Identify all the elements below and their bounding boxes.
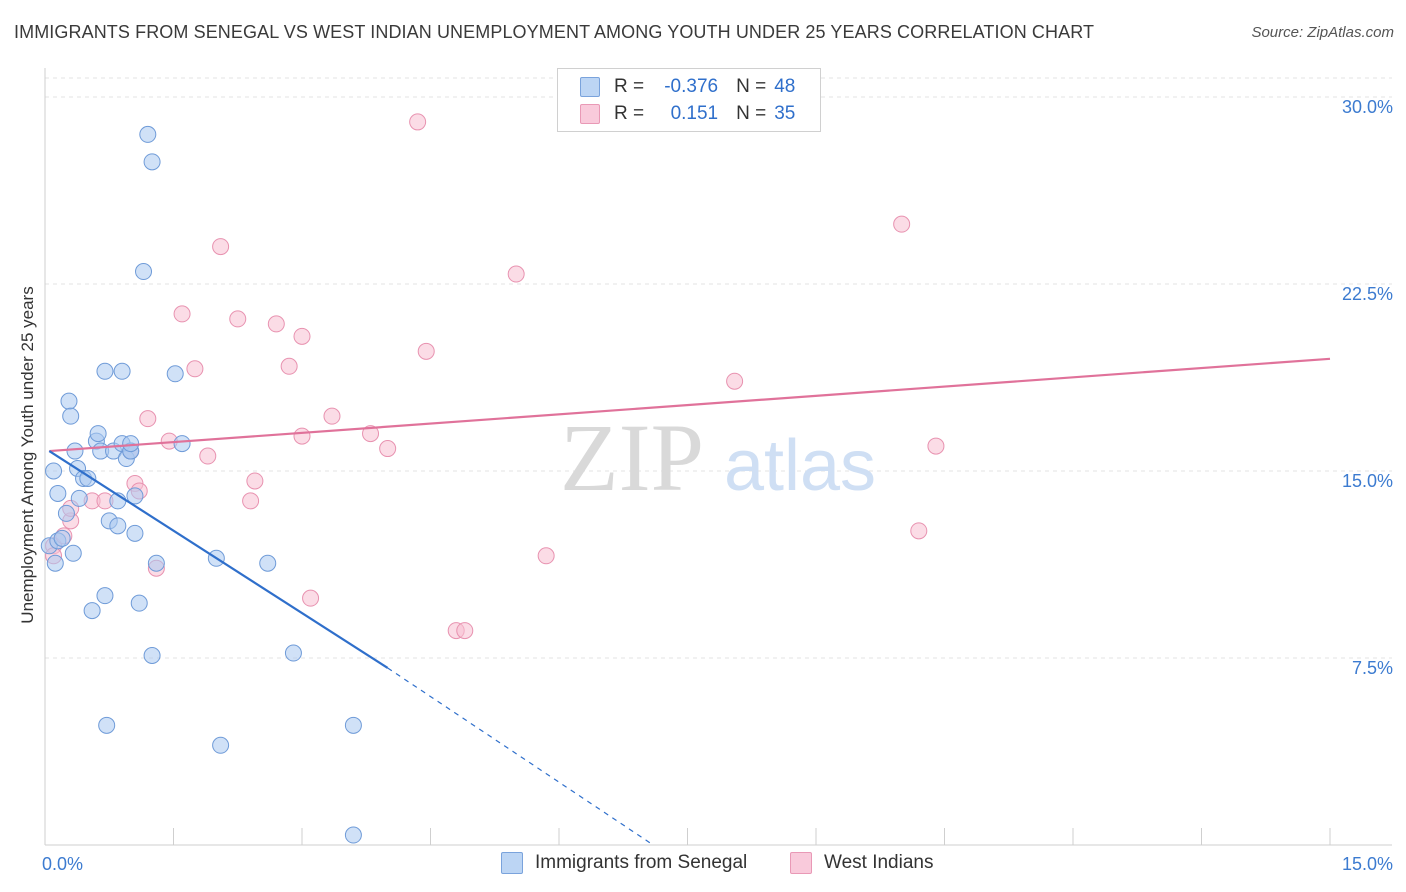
point-west-indians	[417, 342, 435, 360]
point-west-indians	[199, 447, 217, 465]
legend-row-senegal: R = -0.376 N = 48	[580, 74, 795, 100]
point-west-indians	[267, 315, 285, 333]
point-west-indians	[893, 215, 911, 233]
point-senegal	[45, 462, 63, 480]
point-west-indians	[927, 437, 945, 455]
point-senegal	[83, 602, 101, 620]
point-west-indians	[229, 310, 247, 328]
legend-r-value: -0.376	[664, 76, 719, 97]
tick-labels: 7.5% 15.0% 22.5% 30.0% 0.0% 15.0%	[42, 97, 1393, 874]
point-west-indians	[293, 327, 311, 345]
legend-n-label: N =	[736, 76, 767, 97]
y-tick-label: 30.0%	[1342, 97, 1393, 117]
point-senegal	[70, 489, 88, 507]
legend-r-label: R =	[614, 103, 645, 124]
point-west-indians	[379, 440, 397, 458]
point-west-indians	[507, 265, 525, 283]
y-tick-label: 7.5%	[1352, 658, 1393, 678]
point-west-indians	[242, 492, 260, 510]
point-senegal	[130, 594, 148, 612]
point-senegal	[143, 153, 161, 171]
point-senegal	[143, 647, 161, 665]
point-senegal	[166, 365, 184, 383]
bottom-legend-label-senegal: Immigrants from Senegal	[535, 852, 748, 873]
axes	[44, 68, 1392, 846]
point-senegal	[113, 362, 131, 380]
point-west-indians	[726, 372, 744, 390]
correlation-legend: R = -0.376 N = 48 R = 0.151 N = 35	[557, 68, 821, 132]
point-west-indians	[173, 305, 191, 323]
point-senegal	[96, 587, 114, 605]
point-west-indians	[409, 113, 427, 131]
point-senegal	[259, 554, 277, 572]
point-senegal	[122, 435, 140, 453]
y-axis-label: Unemployment Among Youth under 25 years	[18, 286, 37, 624]
point-west-indians	[293, 427, 311, 445]
trend-line-senegal	[48, 450, 389, 669]
point-west-indians	[910, 522, 928, 540]
series-senegal	[40, 125, 362, 844]
bottom-legend-swatch-pink	[790, 852, 812, 874]
legend-n-value: 35	[774, 103, 796, 124]
bottom-legend-west-indians: West Indians	[790, 852, 933, 874]
point-senegal	[126, 487, 144, 505]
point-senegal	[89, 425, 107, 443]
point-senegal	[109, 517, 127, 535]
point-senegal	[139, 125, 157, 143]
point-senegal	[46, 554, 64, 572]
point-west-indians	[537, 547, 555, 565]
point-senegal	[212, 736, 230, 754]
source-label: Source: ZipAtlas.com	[1251, 24, 1394, 41]
legend-swatch-pink	[580, 104, 600, 124]
watermark-zip: ZIP	[560, 404, 704, 511]
y-tick-label: 22.5%	[1342, 284, 1393, 304]
point-senegal	[53, 529, 71, 547]
point-west-indians	[186, 360, 204, 378]
chart-title: IMMIGRANTS FROM SENEGAL VS WEST INDIAN U…	[14, 22, 1095, 42]
legend-swatch-blue	[580, 77, 600, 97]
bottom-legend-label-west-indians: West Indians	[824, 852, 934, 873]
y-tick-label: 15.0%	[1342, 471, 1393, 491]
point-west-indians	[456, 622, 474, 640]
point-senegal	[49, 484, 67, 502]
point-west-indians	[139, 410, 157, 428]
point-senegal	[344, 716, 362, 734]
bottom-legend-swatch-blue	[501, 852, 523, 874]
trend-lines	[48, 357, 1331, 846]
point-senegal	[126, 524, 144, 542]
point-senegal	[147, 554, 165, 572]
point-senegal	[57, 504, 75, 522]
trend-line-senegal-extrapolated	[387, 667, 654, 846]
point-senegal	[135, 263, 153, 281]
point-west-indians	[280, 357, 298, 375]
point-west-indians	[212, 238, 230, 256]
point-senegal	[284, 644, 302, 662]
legend-r-label: R =	[614, 76, 645, 97]
point-senegal	[98, 716, 116, 734]
point-senegal	[96, 362, 114, 380]
x-tick-label-left: 0.0%	[42, 854, 83, 874]
point-senegal	[62, 407, 80, 425]
point-senegal	[344, 826, 362, 844]
watermark: ZIP atlas	[560, 404, 876, 511]
legend-r-value: 0.151	[670, 103, 719, 124]
point-west-indians	[302, 589, 320, 607]
bottom-legend-senegal: Immigrants from Senegal	[501, 852, 747, 874]
x-tick-label-right: 15.0%	[1342, 854, 1393, 874]
trend-line-west-indians	[49, 357, 1331, 453]
point-west-indians	[246, 472, 264, 490]
legend-n-label: N =	[736, 103, 767, 124]
point-senegal	[64, 544, 82, 562]
point-senegal	[60, 392, 78, 410]
point-senegal	[173, 435, 191, 453]
legend-n-value: 48	[774, 76, 796, 97]
point-senegal	[66, 442, 84, 460]
watermark-atlas: atlas	[724, 426, 876, 506]
point-west-indians	[362, 425, 380, 443]
legend-row-west-indians: R = 0.151 N = 35	[580, 101, 795, 127]
point-west-indians	[323, 407, 341, 425]
